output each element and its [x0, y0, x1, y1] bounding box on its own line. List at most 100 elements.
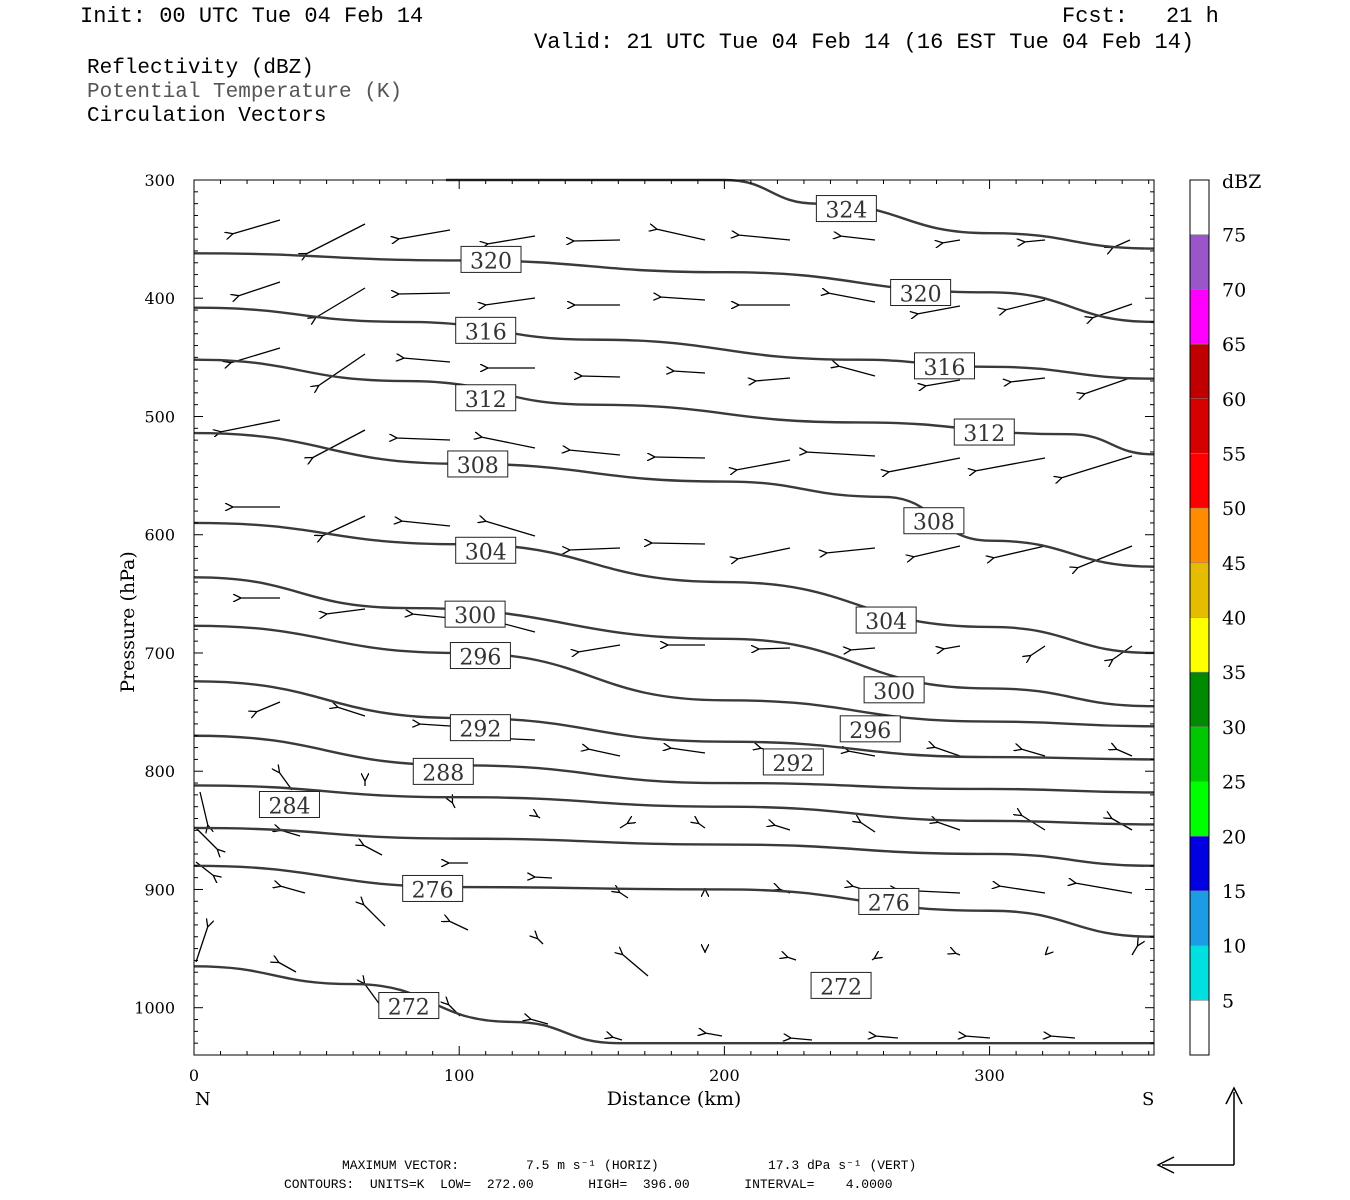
- circulation-vector: [318, 353, 366, 386]
- contour-label-308: 308: [447, 450, 509, 479]
- circulation-vector: [656, 229, 706, 241]
- contour-label-312: 312: [455, 384, 517, 413]
- circulation-vector: [698, 823, 706, 829]
- svg-text:320: 320: [470, 249, 512, 274]
- circulation-vector: [1021, 749, 1046, 757]
- circulation-vector: [943, 645, 961, 649]
- contour-label-316: 316: [913, 352, 975, 381]
- contour-line-280: [193, 826, 1155, 868]
- contour-line-276: [193, 864, 1155, 938]
- contour-label-276: 276: [402, 874, 464, 903]
- contour-label-312: 312: [953, 418, 1015, 447]
- colorbar-swatch: [1190, 836, 1209, 891]
- circulation-vector: [419, 724, 451, 726]
- contour-label-300: 300: [863, 676, 925, 705]
- circulation-vector: [787, 957, 797, 961]
- svg-text:272: 272: [388, 996, 430, 1021]
- svg-text:304: 304: [865, 610, 907, 635]
- circulation-vector: [481, 437, 536, 449]
- colorbar-swatch: [1190, 672, 1209, 727]
- circulation-vector: [840, 236, 876, 241]
- circulation-vector: [199, 791, 208, 826]
- contour-label-292: 292: [449, 714, 511, 743]
- circulation-vector: [588, 749, 621, 757]
- circulation-vector: [1050, 1036, 1076, 1038]
- svg-text:308: 308: [913, 511, 955, 536]
- circulation-vector: [256, 701, 281, 712]
- colorbar-swatch: [1190, 726, 1209, 782]
- max-vector-horizontal: 7.5 m s⁻¹ (HORIZ): [526, 1158, 659, 1173]
- circulation-vector: [1030, 645, 1046, 656]
- circulation-vector: [1084, 377, 1131, 394]
- circulation-vector: [449, 921, 469, 931]
- colorbar-swatch: [1190, 289, 1209, 345]
- svg-text:276: 276: [412, 878, 454, 903]
- circulation-vector: [569, 450, 621, 456]
- circulation-vector: [758, 648, 791, 649]
- circulation-vector: [826, 547, 876, 553]
- circulation-vector: [622, 954, 649, 977]
- colorbar-label: 50: [1222, 498, 1246, 520]
- circulation-vector: [888, 457, 961, 472]
- contour-line-320: [193, 252, 1155, 324]
- colorbar-label: 45: [1222, 553, 1246, 575]
- circulation-vector: [1024, 240, 1046, 242]
- circulation-vector: [925, 379, 961, 386]
- contour-label-300: 300: [444, 600, 506, 629]
- circulation-vector: [1005, 299, 1046, 310]
- circulation-vector: [581, 376, 621, 377]
- circulation-vector: [363, 845, 383, 856]
- svg-text:288: 288: [422, 761, 464, 786]
- y-axis-label: Pressure (hPa): [117, 551, 139, 693]
- circulation-vector: [220, 419, 281, 432]
- circulation-vector: [337, 707, 366, 717]
- colorbar-label: 65: [1222, 334, 1246, 356]
- svg-text:292: 292: [772, 752, 814, 777]
- y-tick-label: 500: [144, 407, 175, 426]
- x-tick-label: 200: [709, 1066, 740, 1085]
- contour-label-276: 276: [858, 887, 920, 916]
- colorbar-swatch: [1190, 945, 1209, 1001]
- svg-text:304: 304: [465, 540, 507, 565]
- circulation-vector: [737, 547, 791, 559]
- circulation-vector: [569, 548, 621, 550]
- circulation-vector: [850, 648, 876, 650]
- contour-label-272: 272: [810, 971, 872, 1000]
- svg-text:324: 324: [825, 199, 867, 224]
- contour-label-272: 272: [378, 992, 440, 1021]
- circulation-vector: [363, 904, 386, 927]
- circulation-vector: [195, 926, 208, 963]
- colorbar-label: 30: [1222, 717, 1246, 739]
- forecast-hour-label: Fcst:: [1062, 4, 1129, 29]
- colorbar-swatch: [1190, 453, 1209, 509]
- svg-text:272: 272: [820, 975, 862, 1000]
- circulation-vector: [993, 545, 1046, 558]
- contour-label-288: 288: [412, 757, 474, 786]
- colorbar-label: 75: [1222, 225, 1246, 247]
- y-tick-label: 600: [144, 526, 175, 545]
- contour-line-324: [445, 178, 1155, 250]
- circulation-vectors: [195, 219, 1138, 1040]
- circulation-vector: [660, 297, 706, 300]
- colorbar-swatch: [1190, 398, 1209, 454]
- y-tick-label: 900: [144, 880, 175, 899]
- circulation-vector: [398, 229, 451, 239]
- contour-label-284: 284: [258, 791, 320, 820]
- colorbar-swatch: [1190, 180, 1209, 235]
- x-axis-label: Distance (km): [607, 1088, 742, 1110]
- circulation-vector: [738, 235, 791, 241]
- circulation-vector: [942, 239, 961, 243]
- circulation-vector: [326, 608, 366, 614]
- contour-label-320: 320: [890, 279, 952, 308]
- reflectivity-colorbar: 5 10 15 20 25 30 35 40 45 50 55 60 65 70 75: [1189, 179, 1246, 1056]
- circulation-vector: [195, 827, 218, 850]
- contour-line-296: [193, 624, 1155, 728]
- svg-text:296: 296: [459, 646, 501, 671]
- max-vector-label: MAXIMUM VECTOR:: [342, 1158, 460, 1173]
- svg-text:300: 300: [454, 604, 496, 629]
- colorbar-swatch: [1190, 508, 1209, 563]
- svg-text:284: 284: [268, 795, 310, 820]
- circulation-vector: [1045, 954, 1046, 955]
- colorbar-label: 5: [1222, 990, 1234, 1012]
